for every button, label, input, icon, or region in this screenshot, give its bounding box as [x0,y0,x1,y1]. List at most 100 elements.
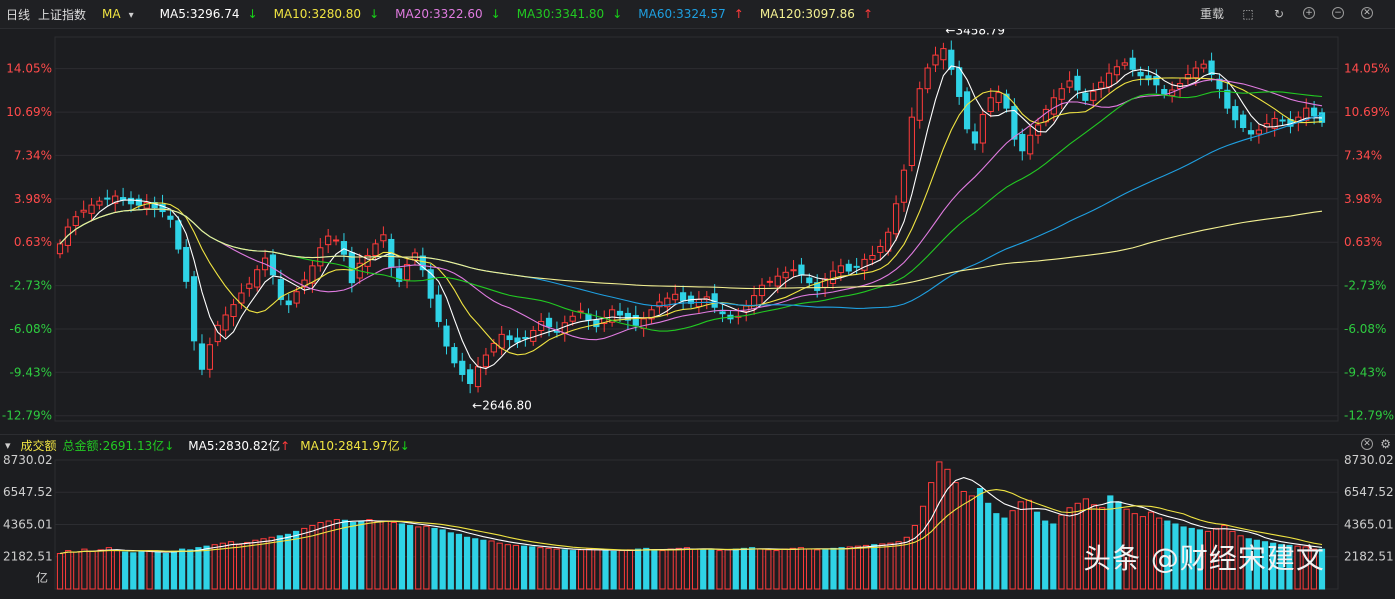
volume-bar[interactable] [512,544,520,590]
volume-bar[interactable] [1017,501,1024,590]
candle-body[interactable] [932,54,939,66]
volume-bar[interactable] [911,524,919,590]
price-chart[interactable]: 14.05% 14.05% 10.69% 10.69% 7.34% 7.34% 3.98% 3… [0,29,1395,434]
volume-bar[interactable] [716,550,723,590]
candle-body[interactable] [601,317,608,325]
volume-bar[interactable] [944,468,951,590]
volume-bar[interactable] [252,539,259,590]
volume-bar[interactable] [122,551,129,590]
volume-bar[interactable] [333,519,340,590]
volume-bar[interactable] [1237,535,1244,590]
volume-bar[interactable] [1229,530,1236,590]
volume-bar[interactable] [1156,517,1163,590]
volume-bar[interactable] [1139,516,1146,590]
candle-body[interactable] [443,325,450,347]
reload-button[interactable]: 重载 [1199,7,1224,21]
candle-body[interactable] [1050,97,1057,115]
volume-bar[interactable] [382,520,389,590]
volume-bar[interactable] [480,539,487,590]
candle-body[interactable] [143,201,150,209]
volume-bar[interactable] [1196,529,1203,590]
volume-bar[interactable] [1213,527,1220,590]
volume-bar[interactable] [862,544,870,590]
candle-body[interactable] [837,265,844,274]
candle-body[interactable] [940,48,947,61]
candle-body[interactable] [1240,114,1247,129]
volume-bar[interactable] [1253,539,1260,590]
volume-bar[interactable] [1294,545,1301,590]
candle-body[interactable] [648,309,655,320]
volume-bar[interactable] [1074,502,1081,590]
candle-body[interactable] [1145,75,1152,81]
volume-bar[interactable] [846,546,853,590]
volume-bar[interactable] [472,538,479,590]
candle-body[interactable] [427,269,434,299]
candle-body[interactable] [214,324,221,343]
candle-body[interactable] [877,245,884,253]
volume-bar[interactable] [1090,504,1098,590]
candle-body[interactable] [293,291,300,304]
candle-body[interactable] [522,336,529,339]
volume-bar[interactable] [1221,524,1228,590]
volume-bar[interactable] [814,549,821,590]
volume-bar[interactable] [1188,527,1195,590]
volume-bar[interactable] [1147,511,1155,590]
candle-body[interactable] [1113,66,1121,76]
candle-body[interactable] [979,114,986,144]
volume-bar[interactable] [545,547,552,590]
candle-body[interactable] [1082,92,1089,101]
candle-body[interactable] [1303,107,1310,121]
volume-bar[interactable] [113,550,121,590]
close-volume-icon[interactable]: ✕ [1361,438,1373,450]
candle-body[interactable] [467,369,474,385]
volume-bar[interactable] [1261,541,1269,590]
volume-bar[interactable] [227,541,235,590]
candle-body[interactable] [230,304,237,318]
volume-bar[interactable] [789,547,796,590]
volume-bar[interactable] [757,548,764,590]
volume-bar[interactable] [341,519,349,590]
volume-bar[interactable] [659,550,666,590]
candle-body[interactable] [159,204,166,213]
candle-body[interactable] [924,67,931,90]
volume-bar[interactable] [700,549,707,590]
volume-bar[interactable] [854,545,862,590]
volume-bar[interactable] [887,542,894,590]
volume-bar[interactable] [260,538,267,590]
period-selector[interactable]: 日线 [6,7,31,22]
candle-body[interactable] [490,342,497,353]
candle-body[interactable] [56,243,64,255]
volume-bar[interactable] [276,535,283,590]
candle-body[interactable] [1098,81,1105,89]
volume-bar[interactable] [740,547,748,590]
volume-bar[interactable] [1001,517,1008,590]
volume-bar[interactable] [317,522,324,590]
volume-bar[interactable] [187,549,194,590]
candle-body[interactable] [1161,88,1168,95]
candle-body[interactable] [506,335,513,341]
volume-bar[interactable] [431,527,438,590]
candle-body[interactable] [593,319,600,328]
zoom-out-icon[interactable]: − [1332,6,1344,19]
volume-bar[interactable] [390,522,397,590]
volume-bar[interactable] [1245,538,1252,590]
candle-body[interactable] [1232,106,1239,121]
candle-body[interactable] [782,271,789,279]
candle-body[interactable] [1200,63,1207,69]
volume-bar[interactable] [170,550,178,590]
candle-body[interactable] [900,169,908,203]
volume-bar[interactable] [586,548,593,590]
candle-body[interactable] [751,295,758,310]
candle-body[interactable] [1019,133,1026,152]
candle-body[interactable] [672,293,679,301]
candle-body[interactable] [1074,75,1081,91]
candle-body[interactable] [719,311,726,315]
volume-bar[interactable] [960,490,967,590]
candle-body[interactable] [829,270,837,284]
volume-bar[interactable] [1310,548,1317,590]
volume-bar[interactable] [968,495,975,590]
candle-body[interactable] [498,333,505,349]
volume-bar[interactable] [643,547,650,590]
candle-body[interactable] [120,197,127,201]
volume-bar[interactable] [1107,495,1114,590]
